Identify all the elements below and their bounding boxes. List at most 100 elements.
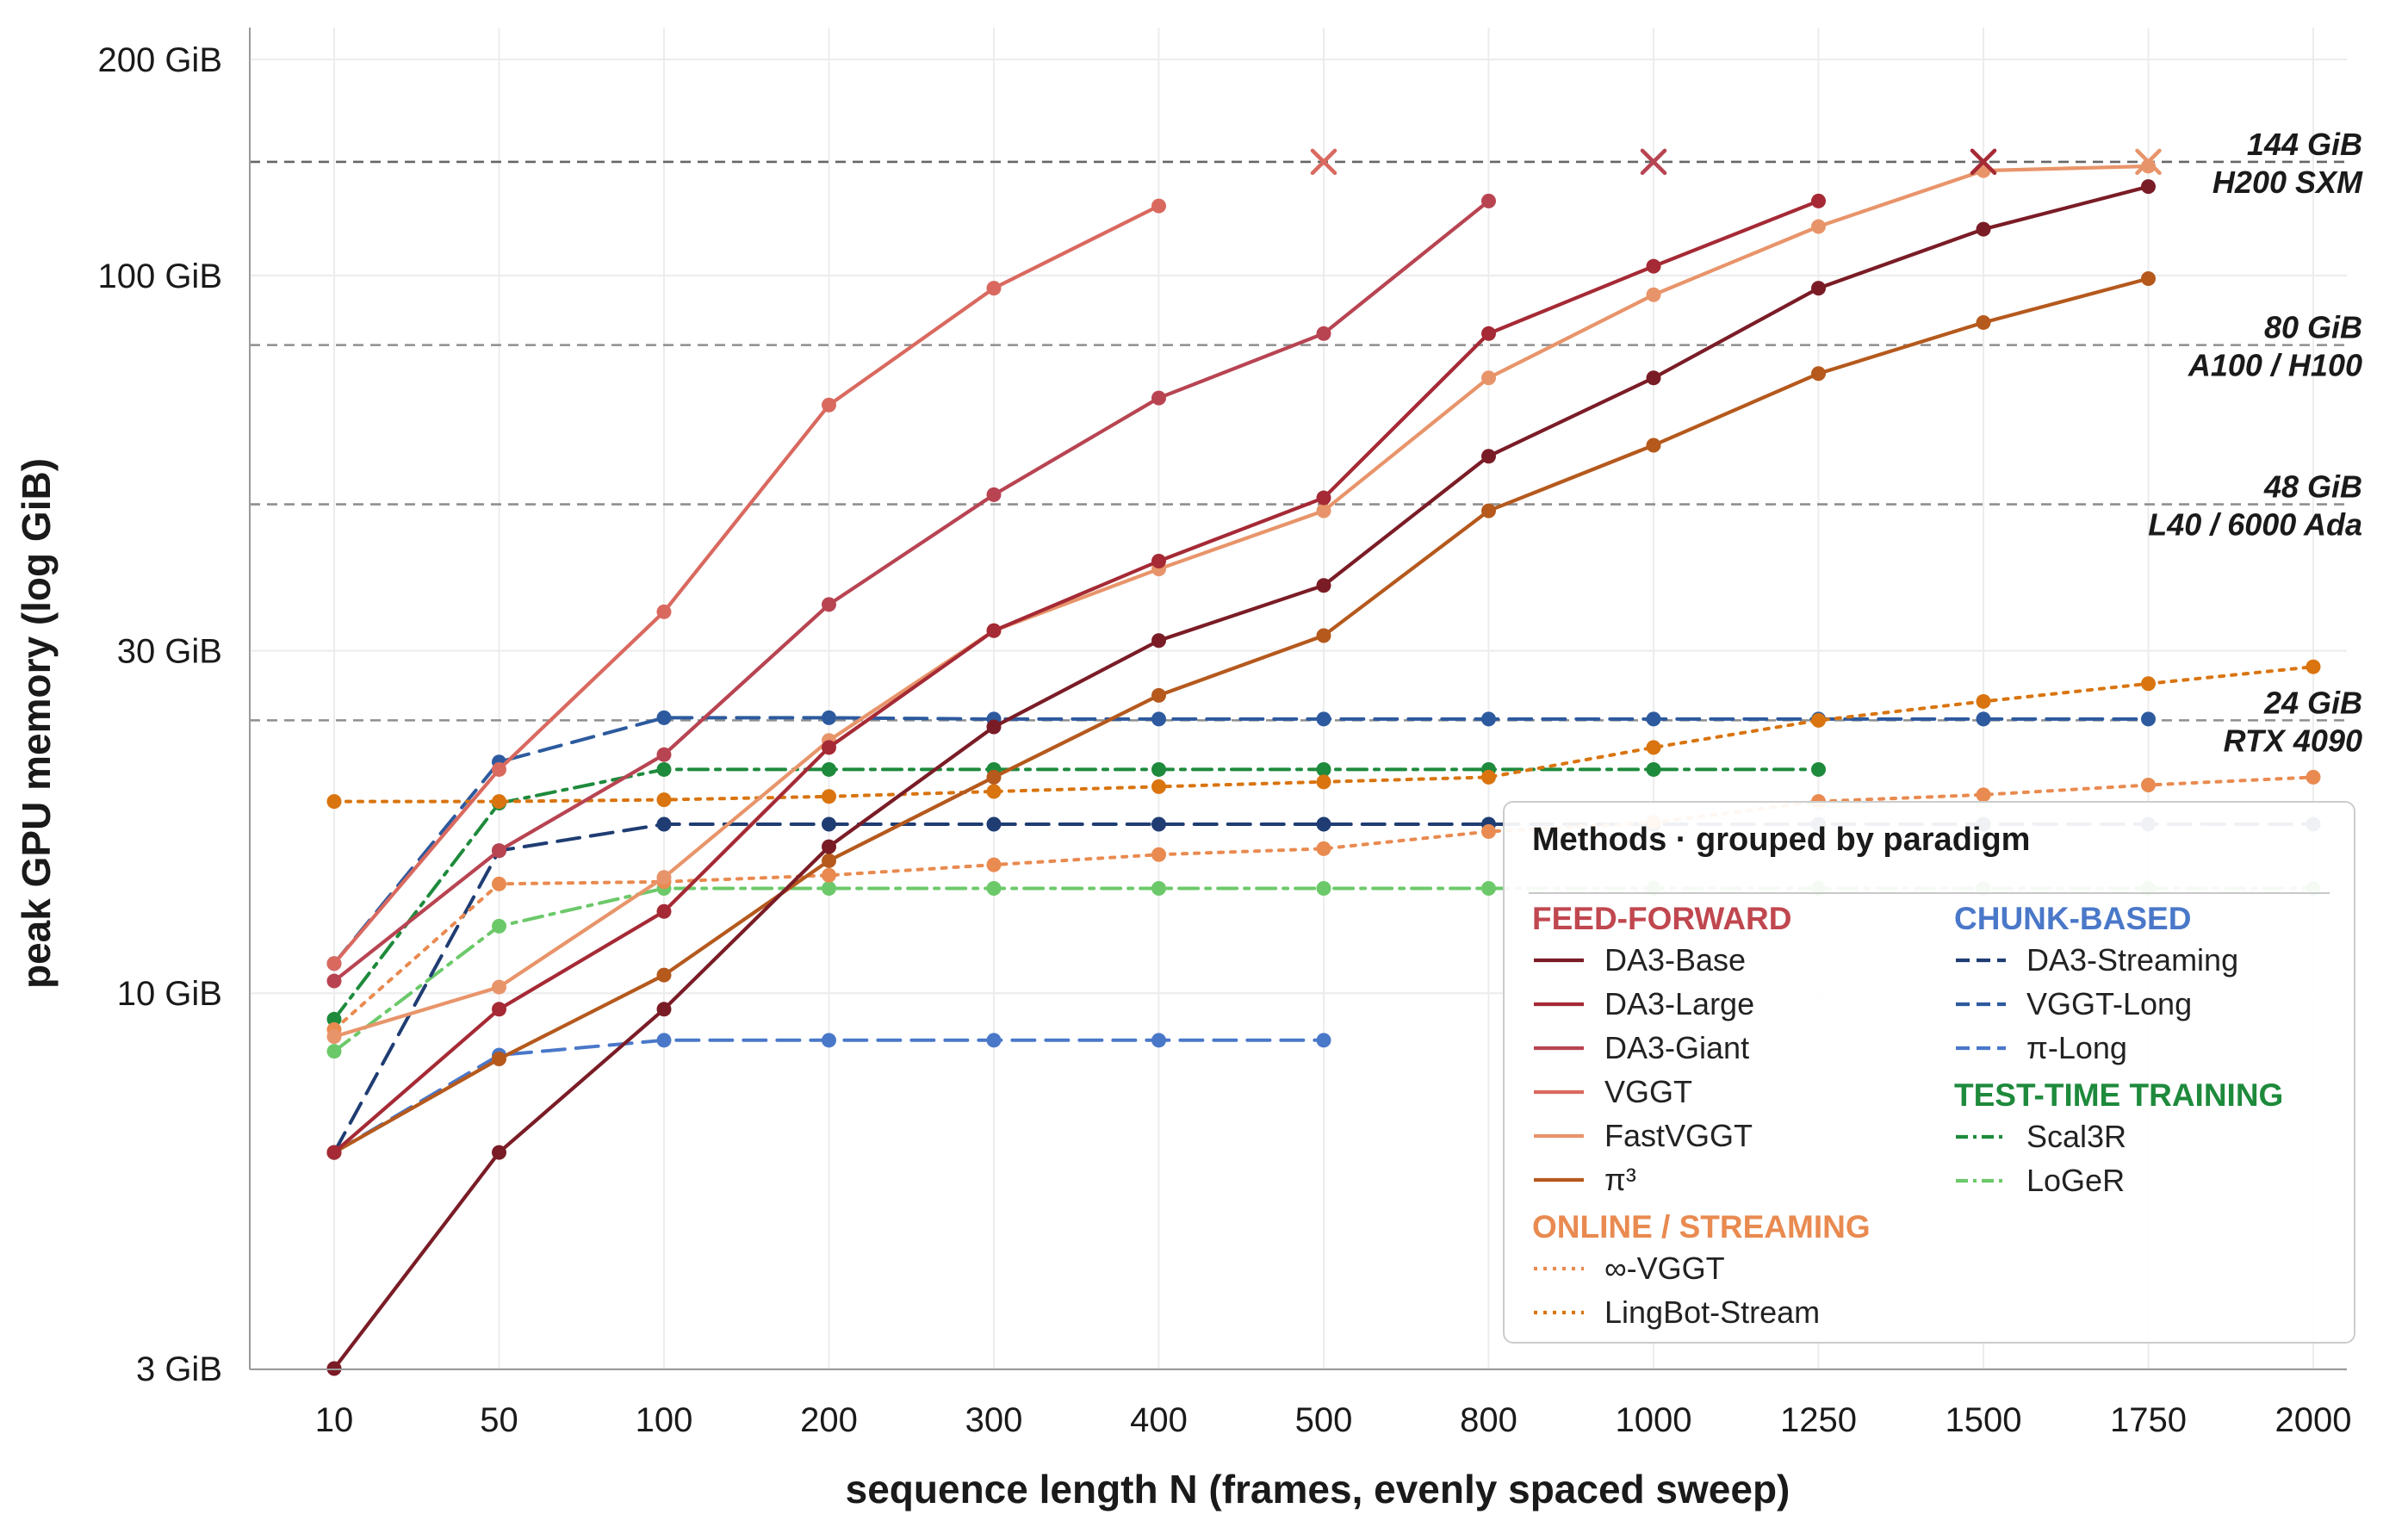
data-point	[822, 740, 836, 755]
legend-divider	[1529, 892, 2330, 894]
reference-line-label: 24 GiB	[2263, 685, 2362, 720]
x-tick-label: 1000	[1616, 1401, 1692, 1439]
data-point	[1646, 258, 1661, 274]
data-point	[1316, 761, 1331, 777]
legend-label: DA3-Large	[1604, 985, 1755, 1021]
legend-entry-vggt: VGGT	[1532, 1070, 1871, 1114]
x-tick-label: 2000	[2275, 1401, 2352, 1439]
oom-x-marker	[1640, 148, 1667, 176]
x-tick-label: 1500	[1946, 1401, 2022, 1439]
data-point	[492, 1002, 506, 1017]
data-point	[492, 843, 506, 859]
reference-line-label: 48 GiB	[2263, 469, 2362, 505]
legend-entry-da3-base: DA3-Base	[1532, 938, 1871, 982]
data-point	[1811, 761, 1826, 777]
data-point	[326, 1044, 342, 1059]
data-point	[1151, 847, 1166, 862]
series-vggt-long	[326, 710, 2156, 971]
data-point	[492, 876, 506, 891]
data-point	[822, 880, 836, 896]
x-tick-label: 400	[1130, 1401, 1188, 1439]
data-point	[1811, 281, 1826, 296]
data-point	[1316, 1033, 1331, 1048]
data-point	[656, 747, 672, 762]
data-point	[1316, 503, 1331, 518]
oom-x-marker	[1970, 148, 1997, 176]
data-point	[656, 816, 672, 832]
reference-line-label: 144 GiB	[2247, 127, 2362, 162]
data-point	[1316, 880, 1331, 896]
data-point	[822, 710, 836, 725]
data-point	[492, 1145, 506, 1160]
data-point	[326, 973, 342, 989]
oom-x-marker	[2135, 148, 2162, 176]
x-tick-label: 800	[1460, 1401, 1517, 1439]
data-point	[2141, 676, 2156, 692]
data-point	[986, 719, 1002, 735]
data-point	[1151, 554, 1166, 569]
y-tick-label: 3 GiB	[136, 1350, 222, 1388]
data-point	[1811, 219, 1826, 234]
legend-entry-da3-giant: DA3-Giant	[1532, 1026, 1871, 1070]
data-point	[2306, 659, 2321, 674]
data-point	[1481, 370, 1496, 386]
data-point	[1976, 314, 1991, 330]
legend-entry-lingbot-stream: LingBot-Stream	[1532, 1290, 1871, 1334]
data-point	[1481, 193, 1496, 208]
legend-swatch	[1956, 958, 2006, 962]
series-line	[332, 204, 1161, 965]
data-point	[656, 761, 672, 777]
data-point	[1976, 693, 1991, 709]
legend-label: FastVGGT	[1604, 1117, 1753, 1153]
legend-label: DA3-Base	[1604, 941, 1747, 978]
y-tick-label: 200 GiB	[97, 41, 222, 79]
data-point	[1646, 287, 1661, 302]
data-point	[1481, 880, 1496, 896]
data-point	[986, 623, 1002, 638]
y-axis-title: peak GPU memory (log GiB)	[14, 458, 59, 989]
series-line	[332, 276, 2150, 1155]
data-point	[822, 839, 836, 854]
x-tick-label: 1250	[1780, 1401, 1857, 1439]
y-tick-label: 10 GiB	[117, 975, 222, 1013]
legend-label: ∞-VGGT	[1604, 1250, 1725, 1286]
data-point	[1151, 761, 1166, 777]
data-point	[1646, 438, 1661, 453]
legend-swatch	[1956, 1178, 2006, 1182]
legend-swatch	[1534, 1002, 1584, 1006]
data-point	[492, 918, 506, 934]
data-point	[822, 397, 836, 413]
data-point	[1151, 1033, 1166, 1048]
reference-line-gpu-label: A100 / H100	[2188, 348, 2362, 383]
x-tick-label: 10	[315, 1401, 354, 1439]
data-point	[1811, 366, 1826, 382]
data-point	[492, 761, 506, 777]
data-point	[1151, 880, 1166, 896]
legend: Methods · grouped by paradigm FEED-FORWA…	[1503, 801, 2355, 1344]
series-line	[332, 767, 1821, 1021]
data-point	[1316, 326, 1331, 341]
data-point	[1316, 490, 1331, 506]
legend-swatch	[1534, 1310, 1584, 1314]
data-point	[2306, 769, 2321, 785]
legend-swatch	[1534, 958, 1584, 962]
data-point	[656, 710, 672, 725]
legend-label: π-Long	[2026, 1029, 2127, 1065]
legend-column-left: FEED-FORWARD DA3-Base DA3-Large DA3-Giant VG…	[1532, 893, 1871, 1334]
data-point	[326, 1029, 342, 1045]
reference-line-gpu-label: L40 / 6000 Ada	[2148, 507, 2362, 543]
legend-entry-da3-large: DA3-Large	[1532, 982, 1871, 1026]
data-point	[1481, 449, 1496, 464]
data-point	[2141, 271, 2156, 287]
legend-entry-vggt: ∞-VGGT	[1532, 1246, 1871, 1290]
legend-entry-loger: LoGeR	[1954, 1158, 2283, 1202]
data-point	[326, 956, 342, 971]
data-point	[1481, 711, 1496, 727]
series-line	[332, 716, 2150, 965]
x-tick-label: 500	[1295, 1401, 1353, 1439]
data-point	[986, 880, 1002, 896]
data-point	[1811, 712, 1826, 728]
legend-swatch	[1534, 1133, 1584, 1138]
x-tick-label: 100	[636, 1401, 693, 1439]
